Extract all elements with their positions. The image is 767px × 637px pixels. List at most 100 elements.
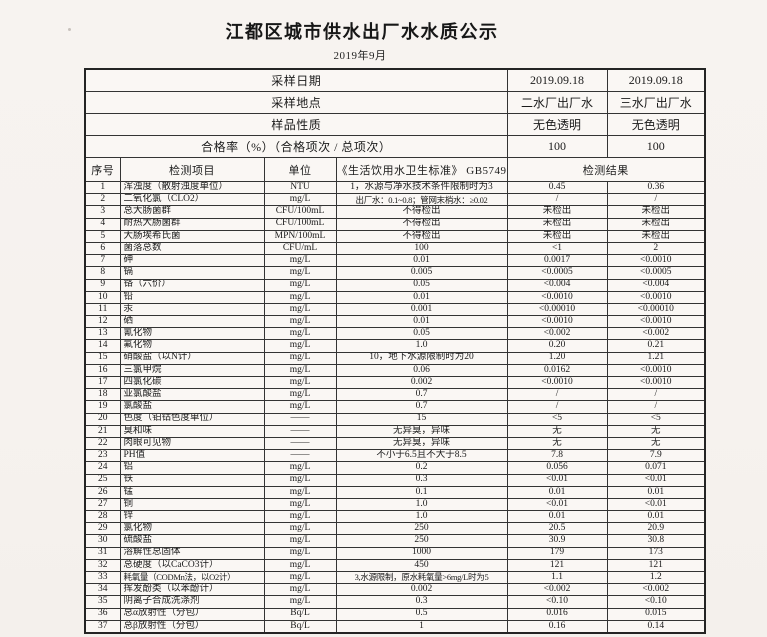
- cell-result-plant3: <0.10: [606, 595, 706, 609]
- cell-index: 21: [84, 424, 121, 438]
- cell-standard: 1.0: [335, 510, 508, 524]
- cell-item: 锌: [119, 510, 265, 524]
- cell-result-plant3: 0.01: [606, 485, 706, 499]
- info-row-sampling-date: 采样日期 2019.09.18 2019.09.18: [84, 68, 706, 92]
- cell-standard: 无异臭，异味: [335, 424, 508, 438]
- cell-index: 37: [84, 619, 121, 634]
- cell-result-plant3: 0.14: [606, 619, 706, 634]
- cell-item: 铜: [119, 497, 265, 512]
- cell-item: 二氧化氯（CLO2）: [119, 193, 265, 207]
- cell-standard: 15: [335, 412, 508, 426]
- cell-result-plant2: 0.056: [506, 461, 608, 475]
- sampling-location-label: 采样地点: [84, 91, 508, 114]
- cell-index: 31: [84, 546, 121, 560]
- table-row: 15 硝酸盐（以N计） mg/L 10，地下水源限制时为20 1.20 1.21: [84, 351, 706, 365]
- cell-item: 三氯甲烷: [119, 363, 265, 378]
- cell-index: 30: [84, 534, 121, 548]
- cell-standard: 0.5: [335, 607, 508, 621]
- data-rows: 1 浑浊度（散射浊度单位） NTU 1，水源与净水技术条件限制时为3 0.45 0.36 2…: [84, 180, 706, 634]
- cell-unit: mg/L: [263, 461, 337, 475]
- cell-result-plant3: 20.9: [606, 522, 706, 536]
- table-row: 9 铬（六价） mg/L 0.05 <0.004 <0.004: [84, 278, 706, 292]
- sampling-date-plant2: 2019.09.18: [506, 68, 608, 92]
- cell-item: 铅: [119, 290, 265, 304]
- cell-result-plant3: <0.004: [606, 278, 706, 292]
- cell-index: 35: [84, 595, 121, 609]
- cell-standard: 0.3: [335, 473, 508, 487]
- cell-result-plant3: 0.01: [606, 510, 706, 524]
- cell-index: 11: [84, 302, 121, 317]
- cell-index: 8: [84, 266, 121, 280]
- col-header-standard: 《生活饮用水卫生标准》 GB5749: [335, 157, 508, 182]
- cell-item: 硫酸盐: [119, 534, 265, 548]
- sampling-date-label: 采样日期: [84, 68, 508, 92]
- table-row: 37 总β放射性（分包） Bq/L 1 0.16 0.14: [84, 619, 706, 634]
- cell-index: 12: [84, 315, 121, 329]
- table-row: 16 三氯甲烷 mg/L 0.06 0.0162 <0.0010: [84, 363, 706, 378]
- cell-unit: mg/L: [263, 254, 337, 268]
- table-row: 29 氯化物 mg/L 250 20.5 20.9: [84, 522, 706, 536]
- table-row: 21 臭和味 —— 无异臭，异味无无: [84, 424, 706, 438]
- table-row: 5 大肠埃希氏菌 MPN/100mL 不得检出 未检出 未检出: [84, 229, 706, 243]
- cell-unit: mg/L: [263, 546, 337, 560]
- cell-item: 亚氯酸盐: [119, 388, 265, 402]
- table-row: 23 PH值 —— 不小于6.5且不大于8.5 7.8 7.9: [84, 449, 706, 463]
- col-header-unit: 单位: [263, 157, 337, 182]
- cell-result-plant2: 1.20: [506, 351, 608, 365]
- cell-standard: 0.01: [335, 254, 508, 268]
- cell-standard: 不得检出: [335, 205, 508, 219]
- cell-result-plant2: <1: [506, 241, 608, 256]
- cell-item: 大肠埃希氏菌: [119, 229, 265, 243]
- cell-result-plant2: 无: [506, 424, 608, 438]
- cell-result-plant2: <0.0005: [506, 266, 608, 280]
- cell-result-plant3: <0.002: [606, 327, 706, 341]
- cell-item: 肉眼可见物: [119, 436, 265, 451]
- table-row: 30 硫酸盐 mg/L 250 30.9 30.8: [84, 534, 706, 548]
- table-row: 24 铝 mg/L 0.2 0.056 0.071: [84, 461, 706, 475]
- cell-standard: 0.01: [335, 315, 508, 329]
- cell-index: 36: [84, 607, 121, 621]
- cell-unit: mg/L: [263, 363, 337, 378]
- cell-unit: mg/L: [263, 570, 337, 585]
- table-row: 25 铁 mg/L 0.3 <0.01 <0.01: [84, 473, 706, 487]
- cell-standard: 0.1: [335, 485, 508, 499]
- cell-result-plant2: 0.16: [506, 619, 608, 634]
- cell-standard: 3,水源限制，原水耗氧量>6mg/L时为5: [335, 570, 508, 585]
- cell-unit: ——: [263, 449, 337, 463]
- cell-item: 挥发酚类（以苯酚计）: [119, 583, 265, 597]
- cell-index: 34: [84, 583, 121, 597]
- cell-result-plant2: 0.0017: [506, 254, 608, 268]
- cell-result-plant3: <0.00010: [606, 302, 706, 317]
- cell-item: 总硬度（以CaCO3计）: [119, 558, 265, 573]
- cell-unit: mg/L: [263, 400, 337, 414]
- cell-result-plant3: <0.01: [606, 497, 706, 512]
- cell-index: 1: [84, 180, 121, 195]
- cell-result-plant2: 1.1: [506, 570, 608, 585]
- page-title: 江都区城市供水出厂水水质公示: [225, 22, 499, 42]
- cell-item: 氯化物: [119, 522, 265, 536]
- cell-standard: 0.7: [335, 388, 508, 402]
- cell-result-plant2: 30.9: [506, 534, 608, 548]
- table-row: 4 耐热大肠菌群 CFU/100mL 不得检出 未检出 未检出: [84, 217, 706, 231]
- cell-item: 铝: [119, 461, 265, 475]
- cell-item: 阴离子合成洗涤剂: [119, 595, 265, 609]
- sampling-date-plant3: 2019.09.18: [606, 68, 706, 92]
- cell-result-plant3: 0.015: [606, 607, 706, 621]
- cell-standard: 0.2: [335, 461, 508, 475]
- cell-standard: 250: [335, 534, 508, 548]
- cell-unit: mg/L: [263, 278, 337, 292]
- info-row-pass-rate: 合格率（%）（合格项次 / 总项次） 100 100: [84, 135, 706, 158]
- cell-unit: mg/L: [263, 510, 337, 524]
- cell-result-plant3: <0.002: [606, 583, 706, 597]
- cell-index: 25: [84, 473, 121, 487]
- cell-result-plant3: <0.0010: [606, 290, 706, 304]
- cell-index: 22: [84, 436, 121, 451]
- cell-result-plant2: <0.002: [506, 327, 608, 341]
- cell-result-plant3: <0.0010: [606, 315, 706, 329]
- cell-result-plant3: 未检出: [606, 205, 706, 219]
- cell-standard: 1，水源与净水技术条件限制时为3: [335, 180, 508, 195]
- cell-result-plant3: 未检出: [606, 217, 706, 231]
- cell-unit: Bq/L: [263, 619, 337, 634]
- cell-standard: 0.06: [335, 363, 508, 378]
